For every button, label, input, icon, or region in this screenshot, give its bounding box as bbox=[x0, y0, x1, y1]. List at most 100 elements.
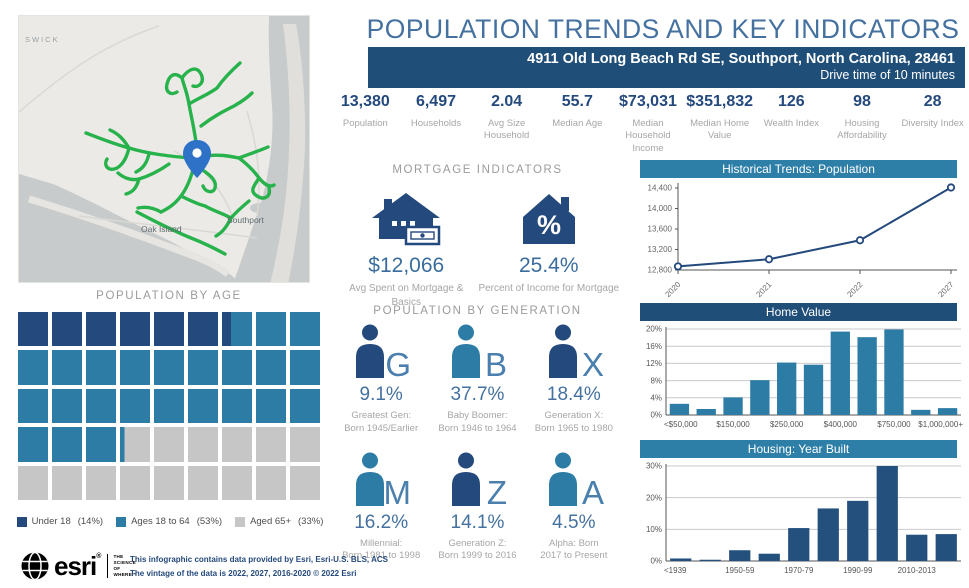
svg-text:16%: 16% bbox=[646, 342, 662, 351]
stat-label: Median Age bbox=[552, 118, 603, 129]
svg-text:14,400: 14,400 bbox=[648, 184, 673, 193]
svg-text:0%: 0% bbox=[650, 557, 662, 566]
waffle-cell bbox=[222, 465, 252, 500]
waffle-cell bbox=[290, 427, 320, 462]
bar bbox=[857, 337, 877, 415]
map-label-oak-island: Oak Island bbox=[141, 224, 182, 234]
svg-text:$1,000,000+: $1,000,000+ bbox=[918, 420, 963, 429]
waffle-cell bbox=[52, 427, 82, 462]
bar bbox=[729, 550, 751, 561]
waffle-cell bbox=[188, 388, 218, 424]
svg-text:$250,000: $250,000 bbox=[770, 420, 804, 429]
legend-item-aged-65-: Aged 65+ (33%) bbox=[235, 516, 323, 527]
svg-text:12,800: 12,800 bbox=[648, 266, 673, 275]
generation-item-b: B 37.7% Baby Boomer: Born 1946 to 1964 bbox=[429, 324, 525, 436]
person-g-icon: G bbox=[333, 324, 429, 378]
stat-population: 13,380 Population bbox=[330, 93, 401, 155]
stat-label: Median Household Income bbox=[625, 118, 671, 154]
chart-header: Housing: Year Built bbox=[640, 440, 957, 458]
legend-pct: (53%) bbox=[196, 516, 223, 527]
bar bbox=[906, 534, 928, 561]
banner-drive-time: Drive time of 10 minutes bbox=[820, 68, 955, 82]
generation-item-m: M 16.2% Millennial: Born 1981 to 1998 bbox=[333, 452, 429, 564]
waffle-cell bbox=[18, 350, 48, 385]
map-island-strip bbox=[270, 24, 306, 282]
stat-housing-affordability: 98 Housing Affordability bbox=[827, 93, 898, 155]
population-by-age-waffle bbox=[18, 312, 320, 500]
stat-median-age: 55.7 Median Age bbox=[542, 93, 613, 155]
stat-avg-size-household: 2.04 Avg Size Household bbox=[471, 93, 542, 155]
bar bbox=[803, 364, 824, 415]
line-chart-canvas: 12,800 13,200 13,600 14,000 14,400 2020 2021 20… bbox=[648, 183, 957, 299]
mortgage-percent-value: 25.4% bbox=[518, 254, 579, 277]
svg-text:A: A bbox=[582, 474, 604, 506]
footer-line2: The vintage of the data is 2022, 2027, 2… bbox=[130, 568, 357, 578]
bar bbox=[758, 553, 780, 561]
data-point bbox=[946, 183, 956, 192]
key-indicators-row: 13,380 Population 6,497 Households 2.04 Av… bbox=[330, 93, 968, 155]
waffle-cell bbox=[120, 388, 150, 424]
waffle-cell bbox=[18, 427, 48, 462]
generation-label: Generation Z: Born 1999 to 2016 bbox=[438, 537, 517, 562]
stat-value: $351,832 bbox=[686, 93, 754, 110]
stat-value: $73,031 bbox=[619, 93, 677, 110]
generation-label: Alpha: Born 2017 to Present bbox=[540, 537, 608, 562]
bar bbox=[788, 528, 810, 561]
svg-text:2027: 2027 bbox=[936, 280, 955, 299]
page-title: POPULATION TRENDS AND KEY INDICATORS bbox=[366, 14, 960, 44]
waffle-cell bbox=[154, 388, 184, 424]
bar bbox=[935, 534, 957, 561]
bar bbox=[830, 331, 850, 415]
generation-pct: 9.1% bbox=[359, 384, 403, 405]
stat-wealth-index: 126 Wealth Index bbox=[756, 93, 827, 155]
svg-text:12%: 12% bbox=[646, 359, 662, 368]
population-by-generation-title: POPULATION BY GENERATION bbox=[373, 305, 582, 317]
bar bbox=[937, 408, 958, 415]
data-point bbox=[855, 236, 865, 245]
waffle-cell bbox=[52, 312, 82, 347]
legend-label: Under 18 bbox=[31, 516, 71, 527]
mortgage-spend-label: Avg Spent on Mortgage & Basics bbox=[349, 283, 464, 308]
legend-label: Aged 65+ bbox=[250, 516, 292, 527]
waffle-cell bbox=[52, 388, 82, 424]
bar bbox=[723, 397, 743, 415]
mortgage-percent-item: % 25.4% Percent of Income for Mortgage bbox=[478, 188, 621, 309]
svg-text:$150,000: $150,000 bbox=[716, 420, 750, 429]
bar bbox=[911, 409, 931, 415]
svg-text:4%: 4% bbox=[650, 394, 662, 403]
bar bbox=[750, 380, 770, 415]
legend-item-under-18: Under 18 (14%) bbox=[16, 516, 103, 527]
svg-text:$400,000: $400,000 bbox=[824, 420, 858, 429]
waffle-cell bbox=[256, 388, 286, 424]
waffle-cell bbox=[188, 427, 218, 462]
housing-year-built-chart: Housing: Year Built 0% 10% 20% 30% <1939 1950-… bbox=[632, 440, 965, 588]
waffle-cell bbox=[18, 388, 48, 424]
mortgage-indicators-title: MORTGAGE INDICATORS bbox=[392, 164, 563, 176]
svg-text:$750,000: $750,000 bbox=[877, 420, 911, 429]
stat-label: Wealth Index bbox=[763, 118, 819, 129]
svg-text:M: M bbox=[384, 474, 412, 506]
generation-item-a: A 4.5% Alpha: Born 2017 to Present bbox=[526, 452, 622, 564]
stat-label: Median Home Value bbox=[690, 118, 750, 142]
svg-text:2021: 2021 bbox=[754, 280, 773, 299]
bar bbox=[699, 559, 721, 561]
svg-text:2022: 2022 bbox=[845, 280, 864, 299]
svg-text:1990-99: 1990-99 bbox=[843, 566, 873, 575]
legend-label: Ages 18 to 64 bbox=[131, 516, 190, 527]
legend-swatch bbox=[16, 516, 27, 527]
waffle-cell bbox=[120, 465, 150, 500]
waffle-cell bbox=[256, 350, 286, 385]
banner-address: 4911 Old Long Beach Rd SE, Southport, No… bbox=[527, 51, 955, 67]
stat-diversity-index: 28 Diversity Index bbox=[897, 93, 968, 155]
bar bbox=[876, 466, 898, 561]
stat-households: 6,497 Households bbox=[401, 93, 472, 155]
waffle-cell bbox=[290, 350, 320, 385]
svg-text:<$50,000: <$50,000 bbox=[664, 420, 698, 429]
mortgage-percent-label: Percent of Income for Mortgage bbox=[478, 283, 620, 294]
generation-pct: 14.1% bbox=[450, 511, 505, 533]
svg-text:1950-59: 1950-59 bbox=[725, 566, 755, 575]
data-point bbox=[764, 255, 774, 264]
population-by-age-legend: Under 18 (14%) Ages 18 to 64 (53%) Aged … bbox=[14, 516, 326, 527]
legend-swatch bbox=[116, 516, 127, 527]
bar bbox=[847, 500, 869, 561]
